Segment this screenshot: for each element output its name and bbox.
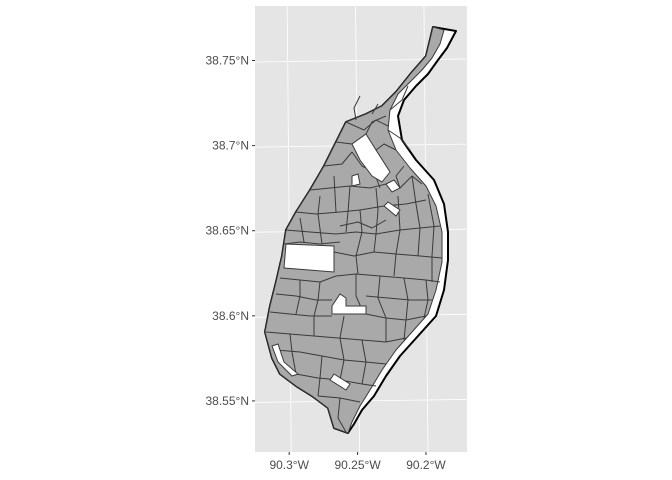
y-tick-label-4: 38.75°N xyxy=(206,53,250,67)
tract-boundary-36 xyxy=(337,397,347,433)
y-axis: 38.55°N 38.6°N 38.65°N 38.7°N 38.75°N xyxy=(206,53,255,408)
hole-cemetery-north xyxy=(351,133,391,183)
tract-boundary-40 xyxy=(375,143,397,151)
y-tick-label-1: 38.6°N xyxy=(212,309,249,323)
non-tract-areas xyxy=(271,133,401,391)
x-tick-label-0: 90.3°W xyxy=(269,458,309,472)
tract-boundary-28 xyxy=(339,315,345,381)
tract-boundary-37 xyxy=(353,95,361,121)
tract-boundary-26 xyxy=(295,280,301,315)
hole-southwest-edge xyxy=(271,343,299,377)
tract-boundary-27 xyxy=(313,281,321,336)
tract-boundary-19 xyxy=(333,175,337,213)
tract-boundary-11 xyxy=(269,311,332,317)
y-tick-label-2: 38.65°N xyxy=(206,224,250,238)
tract-boundary-23 xyxy=(393,195,401,277)
tract-boundary-35 xyxy=(361,339,367,385)
tract-boundary-9 xyxy=(275,293,332,301)
tract-boundary-14 xyxy=(275,349,387,365)
tract-boundary-21 xyxy=(355,209,363,275)
tract-boundary-39 xyxy=(389,85,409,111)
hole-small-north-b xyxy=(385,179,401,193)
hole-large-park-west xyxy=(283,243,335,273)
tract-boundary-31 xyxy=(403,277,409,341)
hole-center-park xyxy=(331,293,367,315)
tract-boundary-32 xyxy=(423,279,429,319)
tract-boundary-25 xyxy=(427,193,435,282)
tract-boundary-2 xyxy=(323,151,353,167)
tract-boundary-20 xyxy=(345,185,351,233)
x-axis: 90.3°W 90.25°W 90.2°W xyxy=(269,452,446,472)
census-tracts-area xyxy=(264,26,445,434)
y-tick-label-3: 38.7°N xyxy=(212,139,249,153)
tract-boundary-12 xyxy=(365,313,427,321)
tract-boundary-7 xyxy=(333,251,443,259)
hole-strip-east xyxy=(383,201,401,217)
tract-boundary-34 xyxy=(317,355,323,397)
tract-boundary-22 xyxy=(373,187,379,253)
tract-boundary-41 xyxy=(365,115,387,135)
x-tick-label-1: 90.25°W xyxy=(335,458,382,472)
tract-boundary-18 xyxy=(317,195,323,245)
tract-boundary-42 xyxy=(387,129,411,151)
tract-boundary-30 xyxy=(377,275,387,342)
y-tick-label-0: 38.55°N xyxy=(206,394,250,408)
tract-boundary-46 xyxy=(339,219,387,229)
tract-boundary-33 xyxy=(289,333,297,375)
tract-boundary-10 xyxy=(365,295,432,301)
city-map xyxy=(264,26,457,434)
tract-boundary-5 xyxy=(285,225,441,235)
tract-boundary-6 xyxy=(283,241,341,245)
tract-boundary-17 xyxy=(299,217,305,243)
hole-south-strip xyxy=(329,373,351,391)
hole-small-north-a xyxy=(351,173,361,187)
tract-boundary-24 xyxy=(411,175,421,257)
x-tick-label-2: 90.2°W xyxy=(406,458,446,472)
tract-boundary-38 xyxy=(371,103,379,115)
